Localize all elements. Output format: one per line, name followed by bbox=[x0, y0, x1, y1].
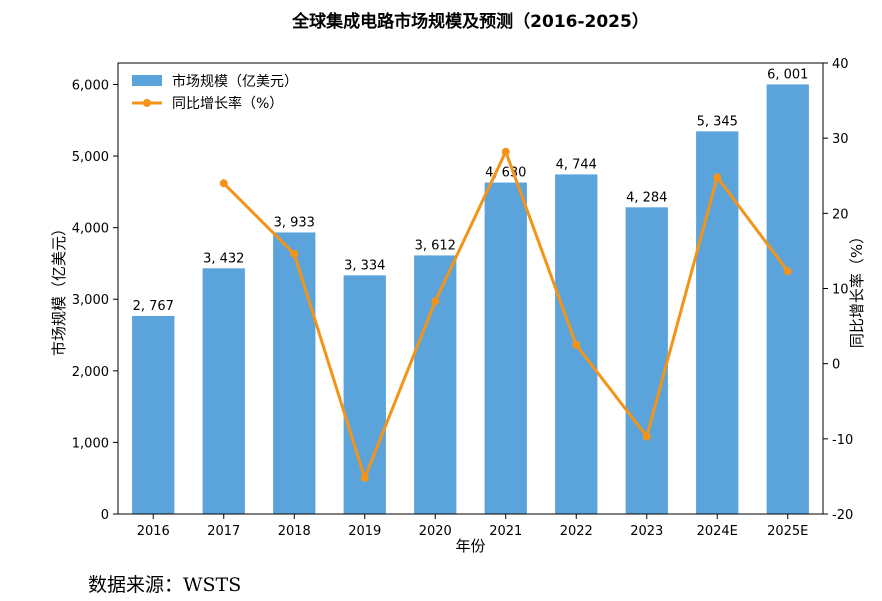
chart: 全球集成电路市场规模及预测（2016-2025） 2, 767 3, 432 3, 9… bbox=[50, 11, 866, 555]
growth-point-2019 bbox=[360, 473, 369, 482]
bar-2018 bbox=[273, 232, 316, 514]
x-tick-label-2023: 2023 bbox=[630, 524, 663, 539]
bar-2016 bbox=[132, 315, 175, 514]
y-tick-label-0: 0 bbox=[101, 508, 109, 523]
data-source-note: 数据来源：WSTS bbox=[88, 574, 242, 596]
x-tick-label-2024E: 2024E bbox=[697, 524, 738, 539]
legend-line-marker bbox=[143, 99, 151, 107]
legend-bar-swatch bbox=[132, 75, 162, 86]
y2-tick-label-30: 30 bbox=[832, 132, 849, 147]
bar-label-2022: 4, 744 bbox=[556, 157, 597, 172]
bar-2017 bbox=[202, 268, 245, 514]
y-tick-label-3000: 3,000 bbox=[72, 293, 109, 308]
y-tick-label-4000: 4,000 bbox=[72, 222, 109, 237]
y-tick-label-2000: 2,000 bbox=[72, 365, 109, 380]
growth-point-2023 bbox=[642, 432, 651, 441]
growth-point-2017 bbox=[219, 179, 228, 188]
bar-2023 bbox=[625, 207, 668, 514]
y2-tick-label-20: 20 bbox=[832, 207, 849, 222]
growth-point-2021 bbox=[501, 147, 510, 156]
bar-2021 bbox=[484, 182, 527, 515]
x-tick-label-2018: 2018 bbox=[278, 524, 311, 539]
x-tick-label-2017: 2017 bbox=[207, 524, 240, 539]
growth-point-2022 bbox=[572, 340, 581, 349]
bar-label-2016: 2, 767 bbox=[133, 299, 174, 314]
legend-line-label: 同比增长率（%） bbox=[172, 95, 283, 112]
y2-tick-label-0: 0 bbox=[832, 358, 840, 373]
bar-label-2025E: 6, 001 bbox=[767, 67, 808, 82]
x-tick-label-2019: 2019 bbox=[348, 524, 381, 539]
bar-label-2024E: 5, 345 bbox=[697, 114, 738, 129]
bar-2024E bbox=[696, 131, 739, 514]
x-tick-label-2020: 2020 bbox=[419, 524, 452, 539]
y2-tick-label--20: -20 bbox=[832, 508, 853, 523]
legend-bar-label: 市场规模（亿美元） bbox=[172, 73, 298, 90]
x-axis-label: 年份 bbox=[455, 537, 485, 555]
growth-point-2020 bbox=[431, 297, 440, 306]
x-tick-label-2016: 2016 bbox=[137, 524, 170, 539]
bar-2020 bbox=[414, 255, 457, 514]
bar-label-2018: 3, 933 bbox=[274, 215, 315, 230]
x-tick-label-2021: 2021 bbox=[489, 524, 522, 539]
bar-label-2023: 4, 284 bbox=[626, 190, 667, 205]
growth-point-2024E bbox=[713, 173, 722, 182]
y2-axis-label: 同比增长率（%） bbox=[848, 229, 866, 348]
y2-tick-label-40: 40 bbox=[832, 57, 849, 72]
bar-2025E bbox=[766, 84, 809, 514]
x-tick-label-2025E: 2025E bbox=[767, 524, 808, 539]
y-tick-label-6000: 6,000 bbox=[72, 78, 109, 93]
bar-label-2021: 4, 630 bbox=[485, 166, 526, 181]
bar-label-2020: 3, 612 bbox=[415, 238, 456, 253]
y-tick-label-5000: 5,000 bbox=[72, 150, 109, 165]
chart-title: 全球集成电路市场规模及预测（2016-2025） bbox=[291, 11, 649, 32]
y-tick-label-1000: 1,000 bbox=[72, 436, 109, 451]
bar-label-2017: 3, 432 bbox=[203, 251, 244, 266]
growth-point-2018 bbox=[290, 249, 299, 258]
y2-tick-label--10: -10 bbox=[832, 433, 853, 448]
y2-tick-label-10: 10 bbox=[832, 283, 849, 298]
y-axis-label: 市场规模（亿美元） bbox=[50, 221, 68, 356]
growth-point-2025E bbox=[783, 267, 792, 276]
bar-label-2019: 3, 334 bbox=[344, 258, 385, 273]
x-tick-label-2022: 2022 bbox=[560, 524, 593, 539]
